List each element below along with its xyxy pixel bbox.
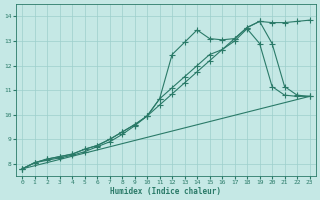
X-axis label: Humidex (Indice chaleur): Humidex (Indice chaleur) xyxy=(110,187,221,196)
